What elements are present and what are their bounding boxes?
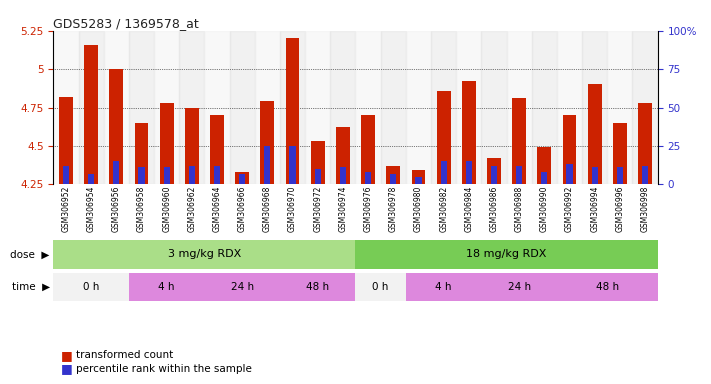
- Bar: [104, 31, 129, 184]
- Bar: [356, 273, 406, 301]
- Bar: [616, 167, 623, 184]
- Text: percentile rank within the sample: percentile rank within the sample: [76, 364, 252, 374]
- Text: 3 mg/kg RDX: 3 mg/kg RDX: [168, 249, 241, 260]
- Bar: [380, 31, 406, 184]
- Bar: [289, 146, 296, 184]
- Text: 0 h: 0 h: [373, 282, 389, 292]
- Bar: [331, 31, 356, 184]
- Bar: [154, 31, 179, 184]
- Bar: [441, 161, 447, 184]
- Bar: [230, 31, 255, 184]
- Text: 4 h: 4 h: [435, 282, 452, 292]
- Bar: [412, 170, 425, 184]
- Bar: [506, 31, 532, 184]
- Bar: [487, 158, 501, 184]
- Bar: [642, 166, 648, 184]
- Text: GDS5283 / 1369578_at: GDS5283 / 1369578_at: [53, 17, 199, 30]
- Bar: [481, 31, 506, 184]
- Bar: [179, 31, 205, 184]
- Bar: [63, 166, 69, 184]
- Bar: [638, 103, 652, 184]
- Bar: [280, 31, 305, 184]
- Text: ■: ■: [60, 362, 73, 375]
- Bar: [286, 38, 299, 184]
- Bar: [88, 174, 95, 184]
- Bar: [557, 273, 658, 301]
- Text: 48 h: 48 h: [596, 282, 619, 292]
- Text: 0 h: 0 h: [83, 282, 100, 292]
- Bar: [538, 147, 551, 184]
- Bar: [406, 273, 481, 301]
- Bar: [466, 161, 472, 184]
- Bar: [562, 115, 577, 184]
- Bar: [431, 31, 456, 184]
- Bar: [356, 31, 380, 184]
- Bar: [512, 98, 526, 184]
- Bar: [386, 166, 400, 184]
- Bar: [53, 31, 78, 184]
- Bar: [456, 31, 481, 184]
- Bar: [415, 177, 422, 184]
- Bar: [406, 31, 431, 184]
- Bar: [613, 123, 627, 184]
- Bar: [516, 166, 523, 184]
- Bar: [541, 172, 547, 184]
- Bar: [633, 31, 658, 184]
- Bar: [235, 172, 249, 184]
- Bar: [336, 127, 350, 184]
- Bar: [129, 273, 205, 301]
- Bar: [205, 31, 230, 184]
- Bar: [205, 273, 280, 301]
- Bar: [557, 31, 582, 184]
- Text: 4 h: 4 h: [159, 282, 175, 292]
- Bar: [164, 167, 170, 184]
- Bar: [113, 161, 119, 184]
- Bar: [305, 31, 331, 184]
- Text: dose  ▶: dose ▶: [11, 249, 50, 260]
- Bar: [582, 31, 607, 184]
- Bar: [390, 174, 397, 184]
- Text: 24 h: 24 h: [508, 282, 530, 292]
- Bar: [188, 166, 195, 184]
- Bar: [129, 31, 154, 184]
- Bar: [588, 84, 602, 184]
- Bar: [365, 172, 371, 184]
- Bar: [437, 91, 451, 184]
- Bar: [607, 31, 633, 184]
- Bar: [53, 273, 129, 301]
- Bar: [340, 167, 346, 184]
- Bar: [280, 273, 356, 301]
- Text: ■: ■: [60, 349, 73, 362]
- Bar: [59, 97, 73, 184]
- Bar: [139, 167, 144, 184]
- Bar: [53, 240, 356, 269]
- Bar: [356, 240, 658, 269]
- Bar: [210, 115, 224, 184]
- Text: time  ▶: time ▶: [11, 282, 50, 292]
- Bar: [567, 164, 572, 184]
- Text: 18 mg/kg RDX: 18 mg/kg RDX: [466, 249, 547, 260]
- Bar: [134, 123, 149, 184]
- Bar: [260, 101, 274, 184]
- Text: transformed count: transformed count: [76, 350, 173, 360]
- Bar: [311, 141, 325, 184]
- Bar: [185, 108, 199, 184]
- Bar: [239, 174, 245, 184]
- Bar: [264, 146, 270, 184]
- Bar: [255, 31, 280, 184]
- Bar: [491, 166, 497, 184]
- Bar: [78, 31, 104, 184]
- Bar: [532, 31, 557, 184]
- Bar: [160, 103, 173, 184]
- Bar: [314, 169, 321, 184]
- Bar: [481, 273, 557, 301]
- Bar: [109, 69, 123, 184]
- Bar: [361, 115, 375, 184]
- Bar: [462, 81, 476, 184]
- Text: 24 h: 24 h: [230, 282, 254, 292]
- Bar: [84, 45, 98, 184]
- Text: 48 h: 48 h: [306, 282, 329, 292]
- Bar: [214, 166, 220, 184]
- Bar: [592, 167, 598, 184]
